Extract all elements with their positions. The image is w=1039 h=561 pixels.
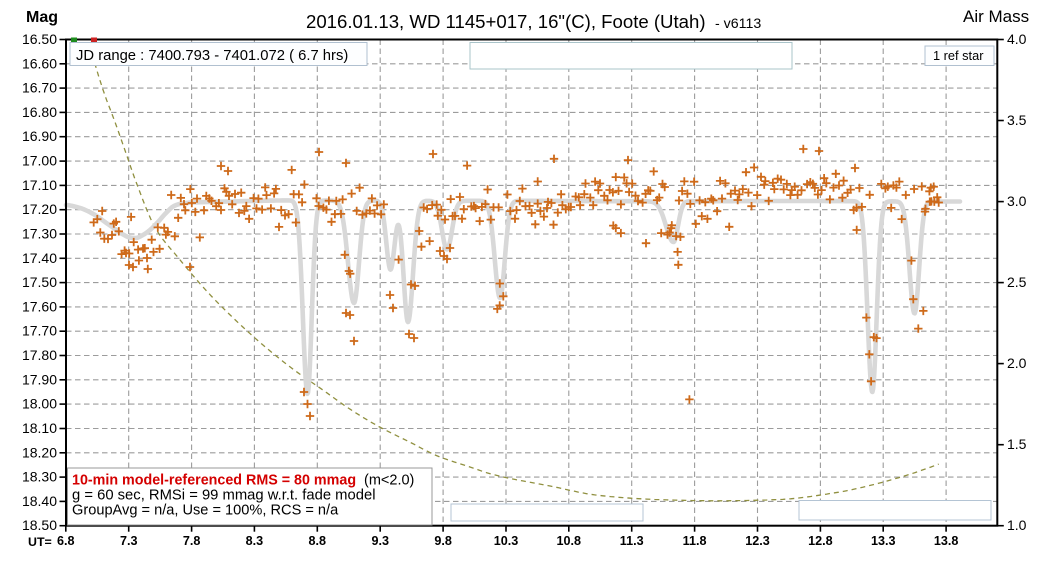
svg-text:17.70: 17.70 — [22, 323, 57, 339]
svg-text:3.5: 3.5 — [1007, 112, 1027, 128]
svg-text:18.00: 18.00 — [22, 396, 57, 412]
svg-text:9.8: 9.8 — [434, 534, 452, 548]
svg-text:17.50: 17.50 — [22, 274, 57, 290]
svg-text:18.30: 18.30 — [22, 469, 57, 485]
svg-text:10.8: 10.8 — [557, 534, 582, 548]
svg-text:9.3: 9.3 — [371, 534, 389, 548]
svg-text:13.3: 13.3 — [871, 534, 896, 548]
svg-text:18.50: 18.50 — [22, 517, 57, 533]
svg-text:17.20: 17.20 — [22, 201, 57, 217]
svg-text:Mag: Mag — [26, 9, 58, 26]
svg-text:8.8: 8.8 — [309, 534, 327, 548]
svg-text:16.70: 16.70 — [22, 80, 57, 96]
svg-text:2.5: 2.5 — [1007, 274, 1027, 290]
svg-text:GroupAvg = n/a, Use = 100%, RC: GroupAvg = n/a, Use = 100%, RCS = n/a — [72, 503, 339, 519]
svg-text:JD range : 7400.793 - 7401.072: JD range : 7400.793 - 7401.072 ( 6.7 hrs… — [76, 48, 348, 64]
svg-text:16.50: 16.50 — [22, 31, 57, 47]
svg-text:(m<2.0): (m<2.0) — [364, 473, 414, 489]
svg-text:1.5: 1.5 — [1007, 436, 1027, 452]
svg-text:1 ref star: 1 ref star — [933, 48, 984, 63]
svg-text:7.8: 7.8 — [183, 534, 201, 548]
svg-text:2016.01.13, WD 1145+017, 16"(C: 2016.01.13, WD 1145+017, 16"(C), Foote (… — [306, 11, 706, 32]
svg-text:12.8: 12.8 — [808, 534, 833, 548]
svg-text:11.3: 11.3 — [620, 534, 644, 548]
svg-text:4.0: 4.0 — [1007, 31, 1027, 47]
svg-text:17.80: 17.80 — [22, 347, 57, 363]
svg-text:16.80: 16.80 — [22, 104, 57, 120]
svg-text:7.3: 7.3 — [120, 534, 138, 548]
svg-text:10-min model-referenced RMS =: 10-min model-referenced RMS = 80 mmag — [72, 473, 356, 489]
svg-text:Air Mass: Air Mass — [963, 7, 1029, 26]
svg-text:10.3: 10.3 — [494, 534, 519, 548]
svg-text:17.10: 17.10 — [22, 177, 57, 193]
svg-text:17.60: 17.60 — [22, 298, 57, 314]
svg-text:17.40: 17.40 — [22, 250, 57, 266]
svg-text:13.8: 13.8 — [934, 534, 959, 548]
svg-text:1.0: 1.0 — [1007, 517, 1027, 533]
svg-text:17.90: 17.90 — [22, 371, 57, 387]
svg-text:3.0: 3.0 — [1007, 193, 1027, 209]
svg-text:17.00: 17.00 — [22, 153, 57, 169]
svg-text:UT=: UT= — [28, 535, 52, 549]
svg-text:12.3: 12.3 — [745, 534, 770, 548]
svg-text:g = 60 sec, RMSi = 99 mmag w.r: g = 60 sec, RMSi = 99 mmag w.r.t. fade m… — [72, 488, 375, 504]
svg-text:6.8: 6.8 — [57, 534, 75, 548]
svg-text:18.20: 18.20 — [22, 444, 57, 460]
svg-text:16.60: 16.60 — [22, 55, 57, 71]
svg-text:18.10: 18.10 — [22, 420, 57, 436]
svg-text:- v6113: - v6113 — [715, 16, 761, 32]
svg-text:8.3: 8.3 — [246, 534, 264, 548]
svg-text:18.40: 18.40 — [22, 493, 57, 509]
svg-text:2.0: 2.0 — [1007, 355, 1027, 371]
svg-text:16.90: 16.90 — [22, 128, 57, 144]
svg-text:17.30: 17.30 — [22, 226, 57, 242]
svg-text:11.8: 11.8 — [683, 534, 707, 548]
